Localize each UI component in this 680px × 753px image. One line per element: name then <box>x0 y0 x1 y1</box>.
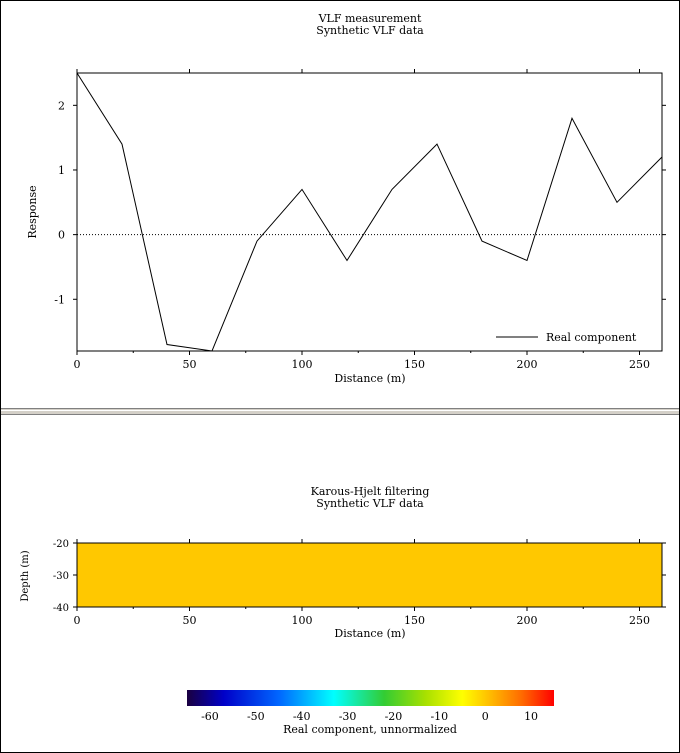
x-tick-label: 200 <box>517 358 538 371</box>
x-tick-label: 0 <box>74 358 81 371</box>
chart1-series <box>76 72 663 352</box>
heatmap-field <box>77 543 662 607</box>
colorbar-tick-label: -30 <box>339 710 357 723</box>
chart1-y-axis-label: Response <box>26 185 39 238</box>
chart2-x-ticks: 0 50 100 150 200 250 <box>74 539 650 627</box>
colorbar <box>187 690 554 706</box>
colorbar-ticks: -60 -50 -40 -30 -20 -10 0 10 <box>201 710 538 723</box>
x-tick-label: 0 <box>74 614 81 627</box>
x-tick-label: 150 <box>404 358 425 371</box>
colorbar-tick-label: -60 <box>201 710 219 723</box>
x-tick-label: 50 <box>183 614 197 627</box>
panel-splitter[interactable] <box>1 408 679 415</box>
y-tick-label: -40 <box>53 603 69 614</box>
x-tick-label: 50 <box>183 358 197 371</box>
x-tick-label: 100 <box>292 614 313 627</box>
legend-label: Real component <box>546 331 637 344</box>
y-tick-label: 1 <box>58 164 65 177</box>
panel-karous-hjelt: Karous-Hjelt filtering Synthetic VLF dat… <box>20 485 666 736</box>
colorbar-tick-label: -10 <box>430 710 448 723</box>
colorbar-tick-label: -50 <box>247 710 265 723</box>
splitter-face[interactable] <box>1 408 679 415</box>
x-tick-label: 100 <box>292 358 313 371</box>
colorbar-tick-label: 10 <box>524 710 538 723</box>
chart2-x-axis-label: Distance (m) <box>334 627 405 640</box>
chart1-subtitle: Synthetic VLF data <box>316 24 424 37</box>
chart1-legend: Real component <box>496 331 637 344</box>
colorbar-label: Real component, unnormalized <box>283 723 457 736</box>
chart1-title: VLF measurement <box>318 12 422 25</box>
chart1-y-ticks: 2 1 0 -1 <box>54 99 666 306</box>
y-tick-label: 2 <box>58 99 65 112</box>
x-tick-label: 200 <box>517 614 538 627</box>
chart1-plot-frame <box>76 72 663 352</box>
colorbar-tick-label: -40 <box>293 710 311 723</box>
y-tick-label: -20 <box>53 539 69 550</box>
chart2-subtitle: Synthetic VLF data <box>316 497 424 510</box>
colorbar-tick-label: -20 <box>385 710 403 723</box>
chart2-y-axis-label: Depth (m) <box>20 550 31 601</box>
chart1-x-axis-label: Distance (m) <box>334 372 405 385</box>
x-tick-label: 150 <box>404 614 425 627</box>
y-tick-label: -1 <box>54 293 65 306</box>
chart1-x-ticks: 0 50 100 150 200 250 <box>74 69 650 371</box>
y-tick-label: 0 <box>58 229 65 242</box>
y-tick-label: -30 <box>53 571 69 582</box>
x-tick-label: 250 <box>629 358 650 371</box>
chart2-y-ticks: -20 -30 -40 <box>53 539 666 614</box>
panel-vlf-measurement: VLF measurement Synthetic VLF data 0 50 10… <box>26 12 666 385</box>
series-real-component-line <box>76 72 663 352</box>
chart2-title: Karous-Hjelt filtering <box>311 485 430 498</box>
colorbar-tick-label: 0 <box>482 710 489 723</box>
x-tick-label: 250 <box>629 614 650 627</box>
